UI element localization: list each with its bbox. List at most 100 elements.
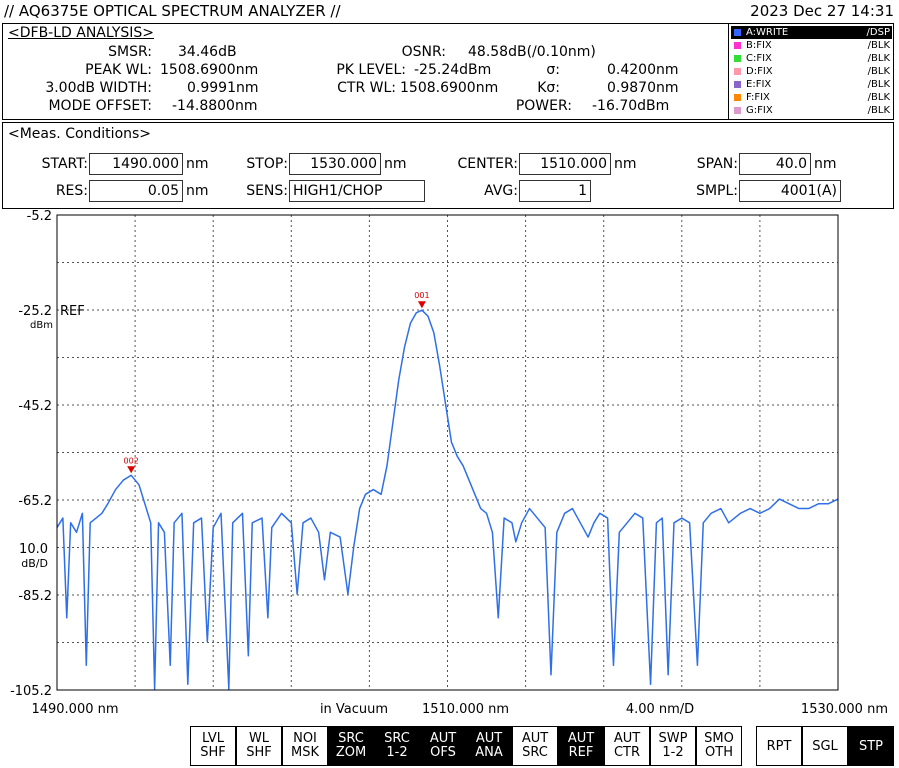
trace-mode: /BLK <box>867 53 890 64</box>
soft-key[interactable]: SRC ZOM <box>328 726 374 766</box>
analysis-panel <box>2 23 894 120</box>
trace-swatch <box>734 55 741 62</box>
field-unit: nm <box>186 183 209 199</box>
x-tick-label: 1490.000 nm <box>31 702 118 717</box>
soft-key[interactable]: AUT REF <box>558 726 604 766</box>
trace-line <box>56 309 839 690</box>
soft-key[interactable]: SRC 1-2 <box>374 726 420 766</box>
soft-key[interactable]: NOI MSK <box>282 726 328 766</box>
soft-key[interactable]: AUT SRC <box>512 726 558 766</box>
soft-key-text: SWP <box>658 731 688 746</box>
trace-name[interactable]: G:FIX <box>746 105 773 116</box>
field-value[interactable]: 0.05 <box>89 180 183 202</box>
header-datetime: 2023 Dec 27 14:31 <box>750 2 894 20</box>
soft-key-text: SHF <box>200 745 226 760</box>
soft-key-text: AUT <box>429 731 457 746</box>
soft-key-text: REF <box>568 745 594 760</box>
item-label: Kσ: <box>537 80 560 96</box>
field-label: START: <box>41 156 88 172</box>
y-tick-label: -25.2 <box>18 304 52 319</box>
item-value: 0.4200nm <box>607 62 679 78</box>
conditions-panel <box>2 122 894 209</box>
soft-key[interactable]: AUT CTR <box>604 726 650 766</box>
field-value[interactable]: HIGH1/CHOP <box>289 180 425 202</box>
trace-swatch <box>734 81 741 88</box>
trace-name[interactable]: B:FIX <box>746 40 772 51</box>
y-tick-label: -65.2 <box>18 494 52 509</box>
y-unit: dBm <box>30 320 53 331</box>
item-label: PK LEVEL: <box>336 62 406 78</box>
trace-mode: /BLK <box>867 79 890 90</box>
soft-key-text: CTR <box>613 745 641 760</box>
soft-key[interactable]: WL SHF <box>236 726 282 766</box>
trace-mode: /BLK <box>867 66 890 77</box>
sweep-key[interactable]: SGL <box>802 726 848 766</box>
trace-name[interactable]: A:WRITE <box>746 27 789 38</box>
soft-key[interactable]: LVL SHF <box>190 726 236 766</box>
field-label: SENS: <box>246 183 288 199</box>
soft-key-text: AUT <box>567 731 595 746</box>
plot-frame <box>56 214 839 691</box>
soft-key-text: ZOM <box>335 745 367 760</box>
spectrum-chart: -5.2 -25.2 -45.2 -65.2 -85.2 -105.2 REF dBm 10.0… <box>10 210 888 717</box>
item-value: 0.9991nm <box>187 80 259 96</box>
item-value: 48.58dB(/0.10nm) <box>468 44 596 60</box>
item-value: -14.8800nm <box>172 98 258 114</box>
soft-key[interactable]: AUT OFS <box>420 726 466 766</box>
trace-name[interactable]: D:FIX <box>746 66 773 77</box>
y-tick-label: -5.2 <box>27 210 52 224</box>
trace-name[interactable]: E:FIX <box>746 79 772 90</box>
field-label: SMPL: <box>696 183 738 199</box>
trace-mode: /BLK <box>867 92 890 103</box>
trace-name[interactable]: F:FIX <box>746 92 770 103</box>
field-value[interactable]: 4001(A) <box>739 180 841 202</box>
soft-key[interactable]: SWP 1-2 <box>650 726 696 766</box>
soft-key-text: AUT <box>613 731 641 746</box>
sweep-key[interactable]: STP <box>848 726 894 766</box>
trace-row <box>731 26 892 39</box>
y-tick-label: -85.2 <box>18 589 52 604</box>
field-unit: nm <box>614 156 637 172</box>
trace-mode: /BLK <box>867 40 890 51</box>
soft-key-text: ANA <box>475 745 503 760</box>
field-value[interactable]: 1 <box>519 180 591 202</box>
field-value[interactable]: 1490.000 <box>89 153 183 175</box>
soft-key-text: 1-2 <box>386 745 408 760</box>
x-scale-label: 4.00 nm/D <box>626 702 694 717</box>
item-label: OSNR: <box>401 44 446 60</box>
item-label: POWER: <box>515 98 572 114</box>
item-value: 34.46dB <box>178 44 237 60</box>
field-label: STOP: <box>246 156 288 172</box>
y-scale-label: 10.0 <box>19 542 48 557</box>
field-value[interactable]: 40.0 <box>739 153 811 175</box>
sweep-key[interactable]: RPT <box>756 726 802 766</box>
item-value: 0.9870nm <box>607 80 679 96</box>
field-value[interactable]: 1510.000 <box>519 153 611 175</box>
peak-marker <box>127 466 136 474</box>
soft-key-text: SRC <box>384 731 410 746</box>
field-value[interactable]: 1530.000 <box>289 153 381 175</box>
trace-swatch <box>734 94 741 101</box>
item-value: -25.24dBm <box>414 62 492 78</box>
trace-swatch <box>734 68 741 75</box>
trace-name[interactable]: C:FIX <box>746 53 772 64</box>
item-label: SMSR: <box>108 44 152 60</box>
item-value: 1508.6900nm <box>160 62 259 78</box>
x-note: in Vacuum <box>320 702 388 717</box>
field-label: CENTER: <box>457 156 518 172</box>
field-unit: nm <box>814 156 837 172</box>
soft-key-text: LVL <box>202 731 224 746</box>
marker-label: 002 <box>124 456 139 465</box>
field-unit: nm <box>384 156 407 172</box>
x-tick-label: 1510.000 nm <box>422 702 509 717</box>
soft-key[interactable]: SMO OTH <box>696 726 742 766</box>
soft-key-text: AUT <box>475 731 503 746</box>
field-label: AVG: <box>484 183 518 199</box>
soft-key-text: OTH <box>705 745 733 760</box>
x-tick-label: 1530.000 nm <box>801 702 888 717</box>
soft-key-text: SRC <box>522 745 548 760</box>
trace-swatch <box>734 42 741 49</box>
analysis-title: <DFB-LD ANALYSIS> <box>8 25 155 41</box>
y-scale-unit: dB/D <box>21 557 48 570</box>
soft-key[interactable]: AUT ANA <box>466 726 512 766</box>
